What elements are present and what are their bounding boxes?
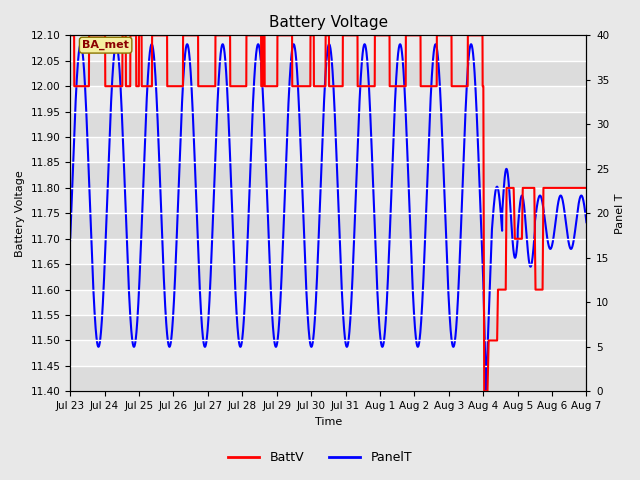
Bar xyxy=(70,264,586,289)
Title: Battery Voltage: Battery Voltage xyxy=(269,15,388,30)
Bar xyxy=(70,340,586,366)
Y-axis label: Battery Voltage: Battery Voltage xyxy=(15,170,25,257)
Bar xyxy=(70,86,586,112)
Bar xyxy=(70,36,586,61)
Text: BA_met: BA_met xyxy=(82,40,129,50)
X-axis label: Time: Time xyxy=(315,417,342,427)
Bar xyxy=(70,137,586,162)
Bar xyxy=(70,239,586,264)
Bar xyxy=(70,289,586,315)
Y-axis label: Panel T: Panel T xyxy=(615,193,625,234)
Bar xyxy=(70,61,586,86)
Bar xyxy=(70,112,586,137)
Bar xyxy=(70,315,586,340)
Bar xyxy=(70,366,586,391)
Bar xyxy=(70,213,586,239)
Bar xyxy=(70,162,586,188)
Legend: BattV, PanelT: BattV, PanelT xyxy=(223,446,417,469)
Bar xyxy=(70,188,586,213)
